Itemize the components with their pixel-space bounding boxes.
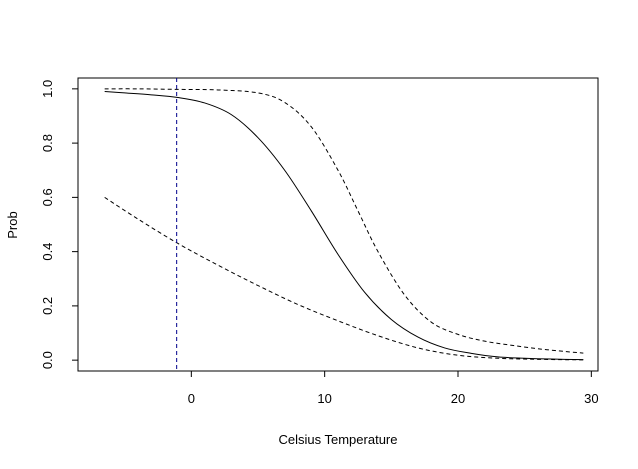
y-tick-label: 0.4	[40, 243, 55, 261]
x-axis-title: Celsius Temperature	[279, 432, 398, 447]
series-layer	[104, 88, 584, 361]
fitted-curve	[104, 91, 584, 361]
x-tick-label: 10	[317, 391, 331, 406]
y-tick-label: 0.6	[40, 188, 55, 206]
x-tick-label: 30	[584, 391, 598, 406]
x-tick-label: 0	[188, 391, 195, 406]
y-axis: 0.0 0.2 0.4 0.6 0.8 1.0	[40, 80, 79, 369]
lower-bound-curve	[104, 196, 584, 361]
plot-frame	[77, 77, 599, 372]
y-axis-title: Prob	[5, 211, 20, 238]
x-axis: 0 10 20 30	[188, 370, 599, 406]
upper-bound-curve	[104, 88, 584, 354]
y-tick-label: 1.0	[40, 80, 55, 98]
y-tick-label: 0.8	[40, 134, 55, 152]
x-tick-label: 20	[451, 391, 465, 406]
y-tick-label: 0.2	[40, 297, 55, 315]
y-tick-label: 0.0	[40, 351, 55, 369]
